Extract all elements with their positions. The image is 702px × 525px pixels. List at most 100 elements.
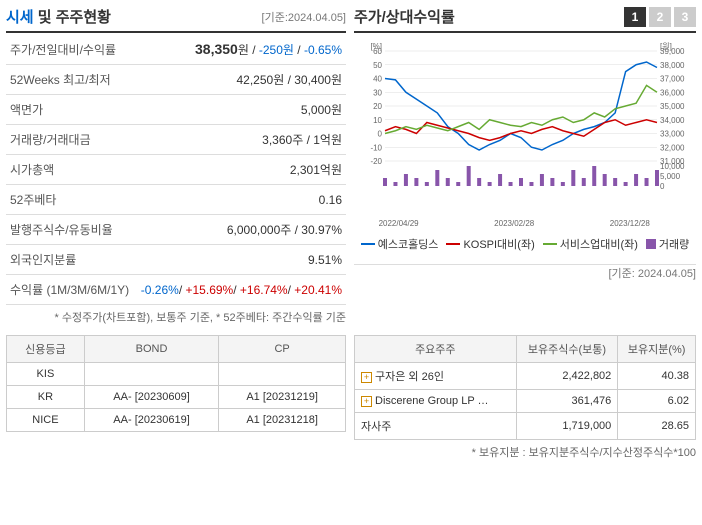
share-pct: 40.38 <box>618 363 696 390</box>
share-row: 자사주1,719,00028.65 <box>355 413 696 440</box>
expand-icon[interactable]: + <box>361 372 372 383</box>
info-row: 52Weeks 최고/최저42,250원 / 30,400원 <box>6 65 346 95</box>
svg-text:32,000: 32,000 <box>660 143 685 152</box>
credit-row: KRAA- [20230609]A1 [20231219] <box>7 386 346 409</box>
title-blue: 시세 <box>6 9 34 26</box>
info-row: 주가/전일대비/수익률38,350원 / -250원 / -0.65% <box>6 35 346 65</box>
footnote-right: * 보유지분 : 보유지분주식수/지수산정주식수*100 <box>354 440 696 464</box>
share-pct: 28.65 <box>618 413 696 440</box>
info-row: 거래량/거래대금3,360주 / 1억원 <box>6 125 346 155</box>
credit-cell: AA- [20230619] <box>84 409 218 432</box>
svg-text:5,000: 5,000 <box>660 172 681 181</box>
shareholder-table: 주요주주보유주식수(보통)보유지분(%) +구자은 외 26인2,422,802… <box>354 335 696 440</box>
share-header: 주요주주 <box>355 336 517 363</box>
chart-tabs: 1 2 3 <box>624 7 696 27</box>
share-name: 자사주 <box>355 413 517 440</box>
expand-icon[interactable]: + <box>361 396 372 407</box>
info-row: 발행주식수/유동비율6,000,000주 / 30.97% <box>6 215 346 245</box>
chart-legend: 예스코홀딩스 KOSPI대비(좌) 서비스업대비(좌) 거래량 <box>354 234 696 254</box>
svg-text:10: 10 <box>373 116 382 125</box>
svg-text:0: 0 <box>660 182 665 191</box>
legend-item: KOSPI대비(좌) <box>446 236 534 252</box>
credit-cell: AA- [20230609] <box>84 386 218 409</box>
credit-cell <box>84 363 218 386</box>
basis-date: [기준:2024.04.05] <box>262 9 346 25</box>
info-label: 52Weeks 최고/최저 <box>6 65 135 95</box>
credit-cell: KIS <box>7 363 85 386</box>
info-row: 시가총액2,301억원 <box>6 155 346 185</box>
footnote-left: * 수정주가(차트포함), 보통주 기준, * 52주베타: 주간수익률 기준 <box>6 305 346 329</box>
credit-header: 신용등급 <box>7 336 85 363</box>
share-count: 1,719,000 <box>516 413 618 440</box>
info-row: 외국인지분률9.51% <box>6 245 346 275</box>
share-name: +구자은 외 26인 <box>355 363 517 390</box>
share-header: 보유지분(%) <box>618 336 696 363</box>
title-rest: 및 주주현황 <box>38 9 111 26</box>
svg-text:40: 40 <box>373 75 382 84</box>
credit-header: BOND <box>84 336 218 363</box>
svg-text:2023/02/28: 2023/02/28 <box>494 219 535 228</box>
info-label: 발행주식수/유동비율 <box>6 215 135 245</box>
info-label: 액면가 <box>6 95 135 125</box>
legend-item: 거래량 <box>646 236 689 252</box>
svg-text:2022/04/29: 2022/04/29 <box>379 219 420 228</box>
credit-cell: NICE <box>7 409 85 432</box>
share-count: 2,422,802 <box>516 363 618 390</box>
credit-cell: KR <box>7 386 85 409</box>
info-label: 거래량/거래대금 <box>6 125 135 155</box>
credit-row: NICEAA- [20230619]A1 [20231218] <box>7 409 346 432</box>
info-row: 52주베타0.16 <box>6 185 346 215</box>
svg-text:30: 30 <box>373 88 382 97</box>
info-value: 42,250원 / 30,400원 <box>135 65 346 95</box>
share-pct: 6.02 <box>618 390 696 413</box>
svg-text:0: 0 <box>378 130 383 139</box>
credit-row: KIS <box>7 363 346 386</box>
info-value: 38,350원 / -250원 / -0.65% <box>135 35 346 65</box>
svg-text:50: 50 <box>373 61 382 70</box>
info-value: 9.51% <box>135 245 346 275</box>
info-table: 주가/전일대비/수익률38,350원 / -250원 / -0.65%52Wee… <box>6 35 346 305</box>
info-value: 3,360주 / 1억원 <box>135 125 346 155</box>
tab-1[interactable]: 1 <box>624 7 646 27</box>
credit-table: 신용등급BONDCP KISKRAA- [20230609]A1 [202312… <box>6 335 346 432</box>
svg-text:37,000: 37,000 <box>660 75 685 84</box>
info-value: -0.26%/ +15.69%/ +16.74%/ +20.41% <box>135 275 346 305</box>
share-header: 보유주식수(보통) <box>516 336 618 363</box>
left-header: 시세 및 주주현황 [기준:2024.04.05] <box>6 6 346 33</box>
legend-item: 서비스업대비(좌) <box>543 236 638 252</box>
info-label: 수익률 (1M/3M/6M/1Y) <box>6 275 135 305</box>
svg-text:[%]: [%] <box>370 42 382 51</box>
credit-cell: A1 [20231218] <box>219 409 346 432</box>
info-value: 2,301억원 <box>135 155 346 185</box>
svg-text:35,000: 35,000 <box>660 102 685 111</box>
info-value: 0.16 <box>135 185 346 215</box>
share-row: +Discerene Group LP …361,4766.02 <box>355 390 696 413</box>
svg-text:-20: -20 <box>370 157 382 166</box>
info-row: 수익률 (1M/3M/6M/1Y)-0.26%/ +15.69%/ +16.74… <box>6 275 346 305</box>
page-title: 시세 및 주주현황 <box>6 6 111 27</box>
credit-cell: A1 [20231219] <box>219 386 346 409</box>
share-row: +구자은 외 26인2,422,80240.38 <box>355 363 696 390</box>
share-count: 361,476 <box>516 390 618 413</box>
legend-item: 예스코홀딩스 <box>361 236 439 252</box>
share-name: +Discerene Group LP … <box>355 390 517 413</box>
svg-text:38,000: 38,000 <box>660 61 685 70</box>
chart-area: 6050403020100-10-2039,00038,00037,00036,… <box>354 35 696 265</box>
svg-text:36,000: 36,000 <box>660 88 685 97</box>
svg-text:34,000: 34,000 <box>660 116 685 125</box>
info-value: 6,000,000주 / 30.97% <box>135 215 346 245</box>
svg-text:33,000: 33,000 <box>660 130 685 139</box>
info-label: 시가총액 <box>6 155 135 185</box>
tab-2[interactable]: 2 <box>649 7 671 27</box>
chart-svg: 6050403020100-10-2039,00038,00037,00036,… <box>354 41 696 231</box>
info-label: 주가/전일대비/수익률 <box>6 35 135 65</box>
svg-text:[원]: [원] <box>660 42 672 51</box>
chart-title: 주가/상대수익률 <box>354 6 455 27</box>
info-value: 5,000원 <box>135 95 346 125</box>
info-label: 52주베타 <box>6 185 135 215</box>
svg-text:10,000: 10,000 <box>660 162 685 171</box>
chart-header: 주가/상대수익률 1 2 3 <box>354 6 696 33</box>
svg-text:20: 20 <box>373 102 382 111</box>
info-label: 외국인지분률 <box>6 245 135 275</box>
tab-3[interactable]: 3 <box>674 7 696 27</box>
